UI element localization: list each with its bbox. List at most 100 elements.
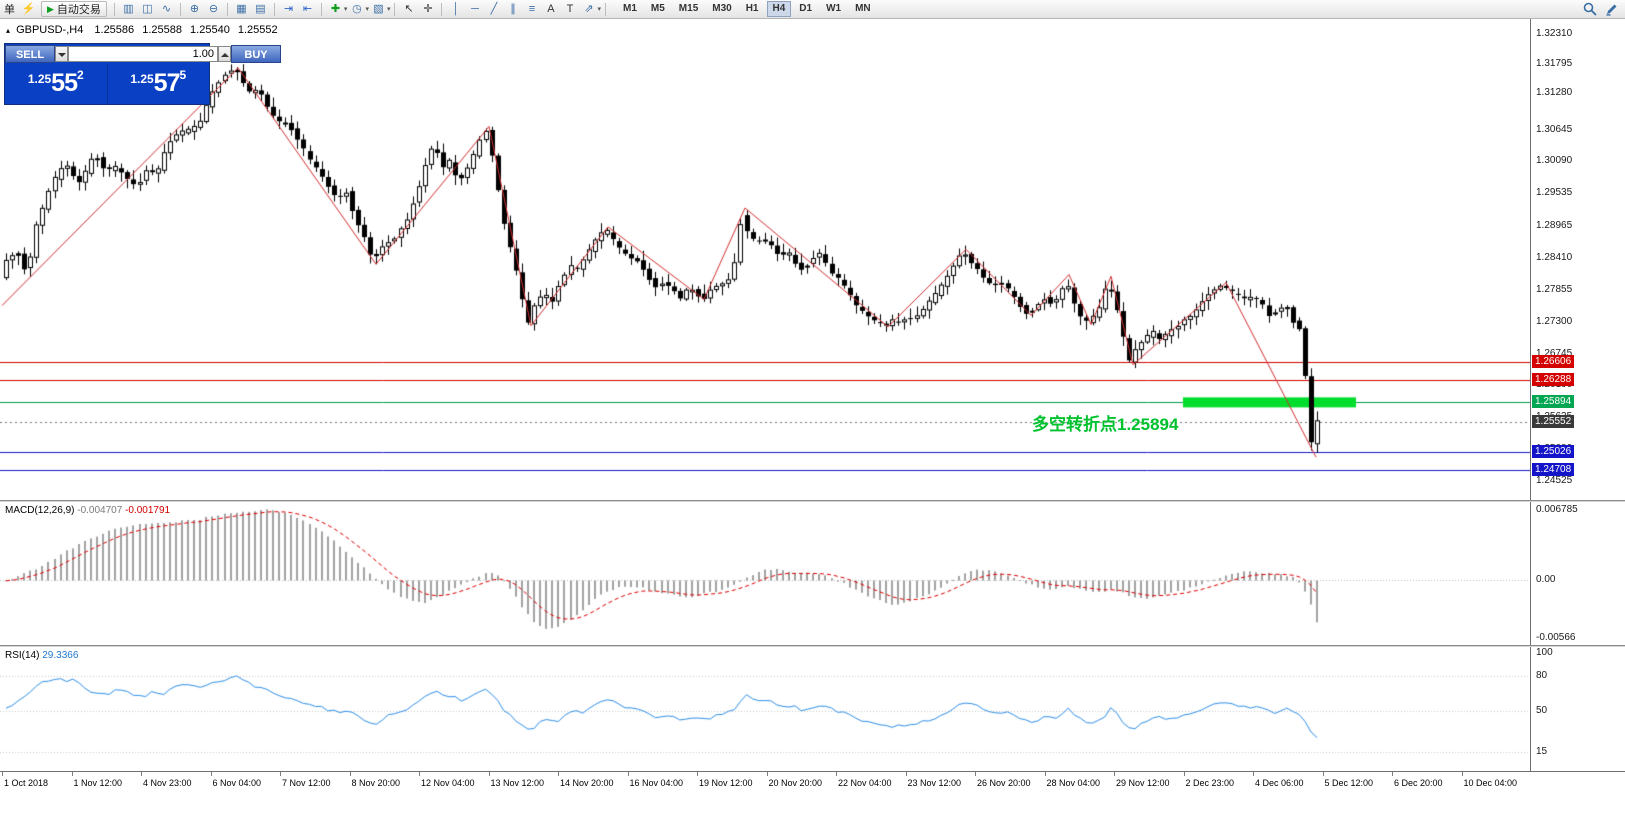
price-level-tag: 1.25026 (1532, 445, 1575, 459)
time-axis-label: 1 Oct 2018 (4, 778, 49, 788)
current-price-tag: 1.25552 (1532, 415, 1575, 429)
time-axis-tick (975, 772, 976, 776)
price-axis[interactable]: 1.32310 1.31795 1.31280 1.30645 1.30090 1.295… (1530, 19, 1625, 500)
time-axis-tick (1322, 772, 1324, 776)
channel-icon[interactable]: ∥ (510, 2, 516, 15)
time-axis-tick (349, 772, 351, 776)
text-icon[interactable]: A (547, 2, 555, 15)
cascade-windows-icon[interactable]: ▤ (255, 2, 266, 15)
line-chart-icon[interactable]: ∿ (161, 2, 172, 15)
timeframe-m30[interactable]: M30 (712, 3, 732, 14)
timeframe-m1[interactable]: M1 (622, 3, 637, 14)
toolbar-separator (604, 2, 606, 16)
rsi-title: RSI(14) (5, 650, 40, 661)
arrows-icon[interactable]: ⇗ (584, 2, 594, 15)
bar-chart-icon[interactable]: ▥ (123, 2, 134, 15)
time-axis-label: 12 Nov 04:00 (421, 778, 475, 788)
new-order-icon[interactable]: ⚡ (21, 2, 36, 15)
periods-icon-dropdown[interactable]: ▾ (365, 6, 369, 13)
horizontal-line-icon[interactable]: ─ (471, 2, 479, 15)
indicators-icon-dropdown[interactable]: ▾ (343, 6, 348, 13)
panel-splitter[interactable] (0, 645, 1625, 647)
price-axis-label: 1.31280 (1536, 87, 1573, 99)
search-icon[interactable] (1583, 2, 1597, 16)
text-label-icon[interactable]: T (566, 2, 574, 15)
toolbar-separator (273, 2, 275, 16)
price-axis-label: 1.31795 (1536, 57, 1573, 69)
timeframe-mn[interactable]: MN (855, 3, 871, 14)
sell-button[interactable]: SELL (5, 45, 55, 63)
time-axis-tick (1461, 772, 1463, 776)
quote-high: 1.25588 (142, 24, 182, 36)
volume-decrease-button[interactable] (55, 46, 68, 62)
timeframe-m15[interactable]: M15 (678, 3, 699, 14)
quick-edit-pencil-icon[interactable] (1605, 2, 1619, 16)
auto-scroll-icon[interactable]: ⇥ (283, 2, 294, 15)
autotrading-label: 自动交易 (56, 4, 101, 16)
timeframe-h4[interactable]: H4 (766, 1, 792, 17)
macd-axis-label: -0.00566 (1536, 632, 1576, 643)
macd-axis[interactable]: 0.006785 0.00 -0.00566 (1530, 502, 1625, 645)
autotrading-play-icon: ▶ (47, 3, 54, 14)
time-axis-tick (210, 772, 212, 776)
orders-menu[interactable]: 单 (4, 4, 15, 16)
volume-increase-button[interactable] (218, 46, 231, 62)
rsi-label: RSI(14) 29.3366 (5, 650, 78, 661)
price-axis-label: 1.32310 (1536, 28, 1573, 39)
time-axis-label: 1 Nov 12:00 (73, 778, 123, 788)
zoom-in-icon[interactable]: ⊕ (189, 2, 200, 15)
time-axis-tick (1392, 772, 1393, 776)
templates-icon-dropdown[interactable]: ▾ (386, 6, 391, 13)
autotrading-button[interactable]: ▶ 自动交易 (41, 1, 107, 17)
indicators-icon[interactable]: ✚ (330, 2, 341, 15)
price-level-tag: 1.24708 (1532, 463, 1575, 477)
rsi-canvas[interactable] (0, 647, 1530, 771)
cursor-icon[interactable]: ↖ (404, 2, 414, 15)
timeframe-d1[interactable]: D1 (799, 3, 813, 14)
candlestick-chart-icon[interactable]: ◫ (142, 2, 153, 15)
macd-panel: MACD(12,26,9) -0.004707 -0.001791 0.0067… (0, 502, 1625, 645)
toolbar-right (1583, 2, 1619, 16)
rsi-axis[interactable]: 100 80 50 15 (1530, 647, 1625, 771)
rsi-axis-label: 50 (1536, 705, 1548, 716)
tile-windows-icon[interactable]: ▦ (236, 2, 247, 15)
fibonacci-icon[interactable]: ≡ (528, 2, 536, 15)
time-axis-label: 20 Nov 20:00 (768, 778, 823, 788)
arrows-icon-dropdown[interactable]: ▾ (597, 6, 601, 13)
crosshair-icon[interactable]: ✛ (423, 2, 433, 15)
time-axis-tick (836, 772, 837, 776)
time-axis-label: 13 Nov 12:00 (490, 778, 545, 788)
timeframe-m5[interactable]: M5 (650, 3, 665, 14)
rsi-axis-label: 80 (1536, 670, 1548, 682)
vertical-line-icon[interactable]: │ (452, 2, 460, 15)
timeframe-h1[interactable]: H1 (745, 3, 759, 14)
time-axis-label: 6 Dec 20:00 (1394, 778, 1443, 788)
buy-button[interactable]: BUY (231, 45, 281, 63)
periods-icon[interactable]: ◷ (352, 2, 362, 15)
time-axis-tick (2, 772, 3, 776)
price-axis-label: 1.26745 (1536, 347, 1573, 359)
time-axis-tick (627, 772, 629, 776)
buy-price-button[interactable]: 1.25575 (108, 64, 210, 104)
macd-label: MACD(12,26,9) -0.004707 -0.001791 (5, 505, 170, 516)
sell-price-button[interactable]: 1.25552 (5, 64, 107, 104)
macd-canvas[interactable] (0, 502, 1530, 645)
time-axis-label: 5 Dec 12:00 (1324, 778, 1374, 788)
time-axis[interactable]: 1 Oct 2018 1 Nov 12:00 4 Nov 23:00 6 Nov 04… (0, 771, 1625, 819)
chart-shift-icon[interactable]: ⇤ (302, 2, 313, 15)
time-axis-tick (558, 772, 559, 776)
zoom-out-icon[interactable]: ⊖ (208, 2, 219, 15)
time-axis-label: 7 Nov 12:00 (282, 778, 331, 788)
time-axis-tick (905, 772, 907, 776)
toolbar-separator (441, 2, 443, 16)
price-chart-canvas[interactable] (0, 19, 1530, 500)
buy-price-big: 57 (153, 69, 181, 97)
timeframe-w1[interactable]: W1 (826, 3, 842, 14)
price-divider (106, 64, 108, 104)
panel-splitter[interactable] (0, 500, 1625, 502)
trendline-icon[interactable]: ╱ (490, 2, 498, 15)
volume-input[interactable] (68, 46, 218, 62)
templates-icon[interactable]: ▧ (373, 2, 384, 15)
sell-price-base: 1.25 (27, 72, 52, 86)
toolbar-separator (179, 2, 181, 16)
